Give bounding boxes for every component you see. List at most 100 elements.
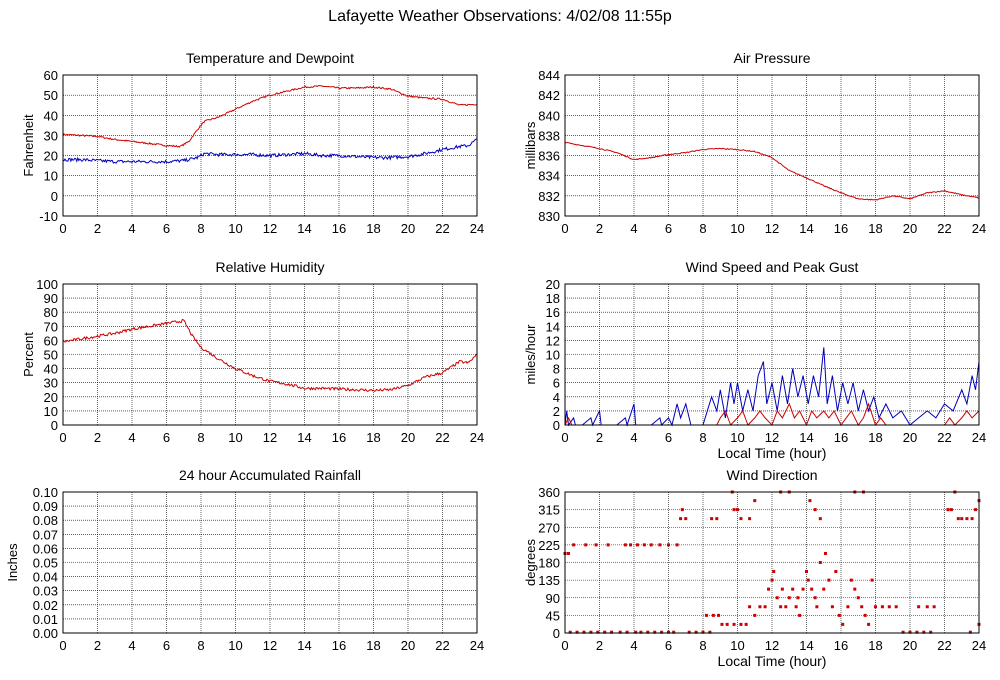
rain-y-tick-label: 0.03 [33, 584, 58, 599]
rain-title: 24 hour Accumulated Rainfall [179, 467, 361, 483]
humidity-y-tick-label: 40 [44, 362, 58, 377]
temp-y-tick-label: 10 [44, 169, 58, 184]
humidity-x-tick-label: 0 [59, 430, 66, 445]
pressure-y-tick-label: 840 [538, 108, 560, 123]
winddir-point [606, 543, 610, 547]
winddir-point [798, 613, 802, 617]
winddir-point [704, 613, 708, 617]
wind-y-tick-label: 18 [546, 291, 560, 306]
temp-x-tick-label: 12 [263, 221, 277, 236]
winddir-point [822, 587, 826, 591]
rain-y-tick-label: 0.09 [33, 499, 58, 514]
temp-x-tick-label: 16 [332, 221, 346, 236]
rain-plot-frame [62, 491, 478, 634]
temp-y-axis-label: Fahrenheit [21, 114, 36, 177]
pressure-series-line-0 [564, 141, 980, 201]
winddir-point [584, 543, 588, 547]
wind-x-tick-label: 14 [799, 430, 813, 445]
humidity-x-tick-label: 12 [263, 430, 277, 445]
winddir-point [956, 517, 960, 521]
winddir-point [610, 630, 614, 634]
winddir-y-tick-label: 45 [546, 608, 560, 623]
temp-x-tick-label: 8 [197, 221, 204, 236]
winddir-point [784, 605, 788, 609]
rain-y-tick-label: 0.04 [33, 570, 58, 585]
winddir-point [748, 517, 752, 521]
wind-x-tick-label: 4 [630, 430, 637, 445]
winddir-point [794, 605, 798, 609]
pressure-x-tick-label: 6 [665, 221, 672, 236]
winddir-point [658, 543, 662, 547]
temp-y-tick-label: 50 [44, 88, 58, 103]
winddir-point [642, 543, 646, 547]
temp-y-tick-label: 0 [51, 189, 58, 204]
humidity-y-tick-label: 20 [44, 390, 58, 405]
winddir-point [635, 543, 639, 547]
winddir-point [908, 630, 912, 634]
pressure-x-tick-label: 0 [561, 221, 568, 236]
pressure-y-tick-label: 842 [538, 88, 560, 103]
pressure-x-tick-label: 12 [765, 221, 779, 236]
winddir-point [732, 622, 736, 626]
winddir-point [808, 499, 812, 503]
winddir-point [779, 605, 783, 609]
rain-x-tick-label: 6 [163, 638, 170, 653]
rain-y-tick-label: 0.10 [33, 485, 58, 500]
pressure-x-tick-label: 18 [868, 221, 882, 236]
winddir-point [653, 630, 657, 634]
winddir-point [813, 508, 817, 512]
pressure-x-tick-label: 14 [799, 221, 813, 236]
winddir-y-tick-label: 225 [538, 538, 560, 553]
wind-y-tick-label: 16 [546, 305, 560, 320]
winddir-point [639, 630, 643, 634]
winddir-x-tick-label: 16 [834, 638, 848, 653]
humidity-y-axis-label: Percent [21, 332, 36, 377]
winddir-y-tick-label: 315 [538, 503, 560, 518]
temp-x-tick-label: 4 [128, 221, 135, 236]
winddir-point [596, 630, 600, 634]
winddir-x-tick-label: 14 [799, 638, 813, 653]
winddir-point [629, 543, 633, 547]
winddir-x-tick-label: 8 [699, 638, 706, 653]
wind-x-tick-label: 24 [972, 430, 986, 445]
winddir-point [830, 605, 834, 609]
winddir-point [805, 570, 808, 574]
winddir-point [687, 630, 691, 634]
temp-series-line-0 [62, 84, 478, 148]
temp-y-tick-label: -10 [39, 209, 58, 224]
wind-x-tick-label: 0 [561, 430, 568, 445]
wind-y-tick-label: 14 [546, 319, 560, 334]
rain-x-tick-label: 4 [128, 638, 135, 653]
humidity-y-tick-label: 30 [44, 376, 58, 391]
winddir-point [701, 630, 705, 634]
humidity-y-tick-label: 10 [44, 404, 58, 419]
winddir-point [874, 605, 877, 609]
rain-y-tick-label: 0.02 [33, 598, 58, 613]
temp-title: Temperature and Dewpoint [186, 50, 354, 66]
temp-x-tick-label: 2 [94, 221, 101, 236]
winddir-point [715, 517, 719, 521]
winddir-point [867, 622, 871, 626]
winddir-point [736, 508, 739, 512]
pressure-x-tick-label: 24 [972, 221, 986, 236]
pressure-y-tick-label: 834 [538, 169, 560, 184]
winddir-point [684, 517, 688, 521]
wind-x-tick-label: 8 [699, 430, 706, 445]
winddir-point [679, 517, 683, 521]
winddir-title: Wind Direction [726, 467, 817, 483]
winddir-point [846, 605, 850, 609]
wind-y-tick-label: 8 [553, 362, 560, 377]
temp-x-tick-label: 0 [59, 221, 66, 236]
winddir-point [582, 630, 586, 634]
wind-y-tick-label: 6 [553, 376, 560, 391]
winddir-point [791, 587, 795, 591]
humidity-plot-frame [62, 283, 478, 426]
winddir-point [827, 578, 831, 582]
winddir-point [932, 605, 936, 609]
winddir-point [810, 587, 814, 591]
winddir-point [965, 517, 969, 521]
wind-title: Wind Speed and Peak Gust [686, 259, 859, 275]
winddir-point [594, 543, 598, 547]
humidity-x-tick-label: 18 [366, 430, 380, 445]
